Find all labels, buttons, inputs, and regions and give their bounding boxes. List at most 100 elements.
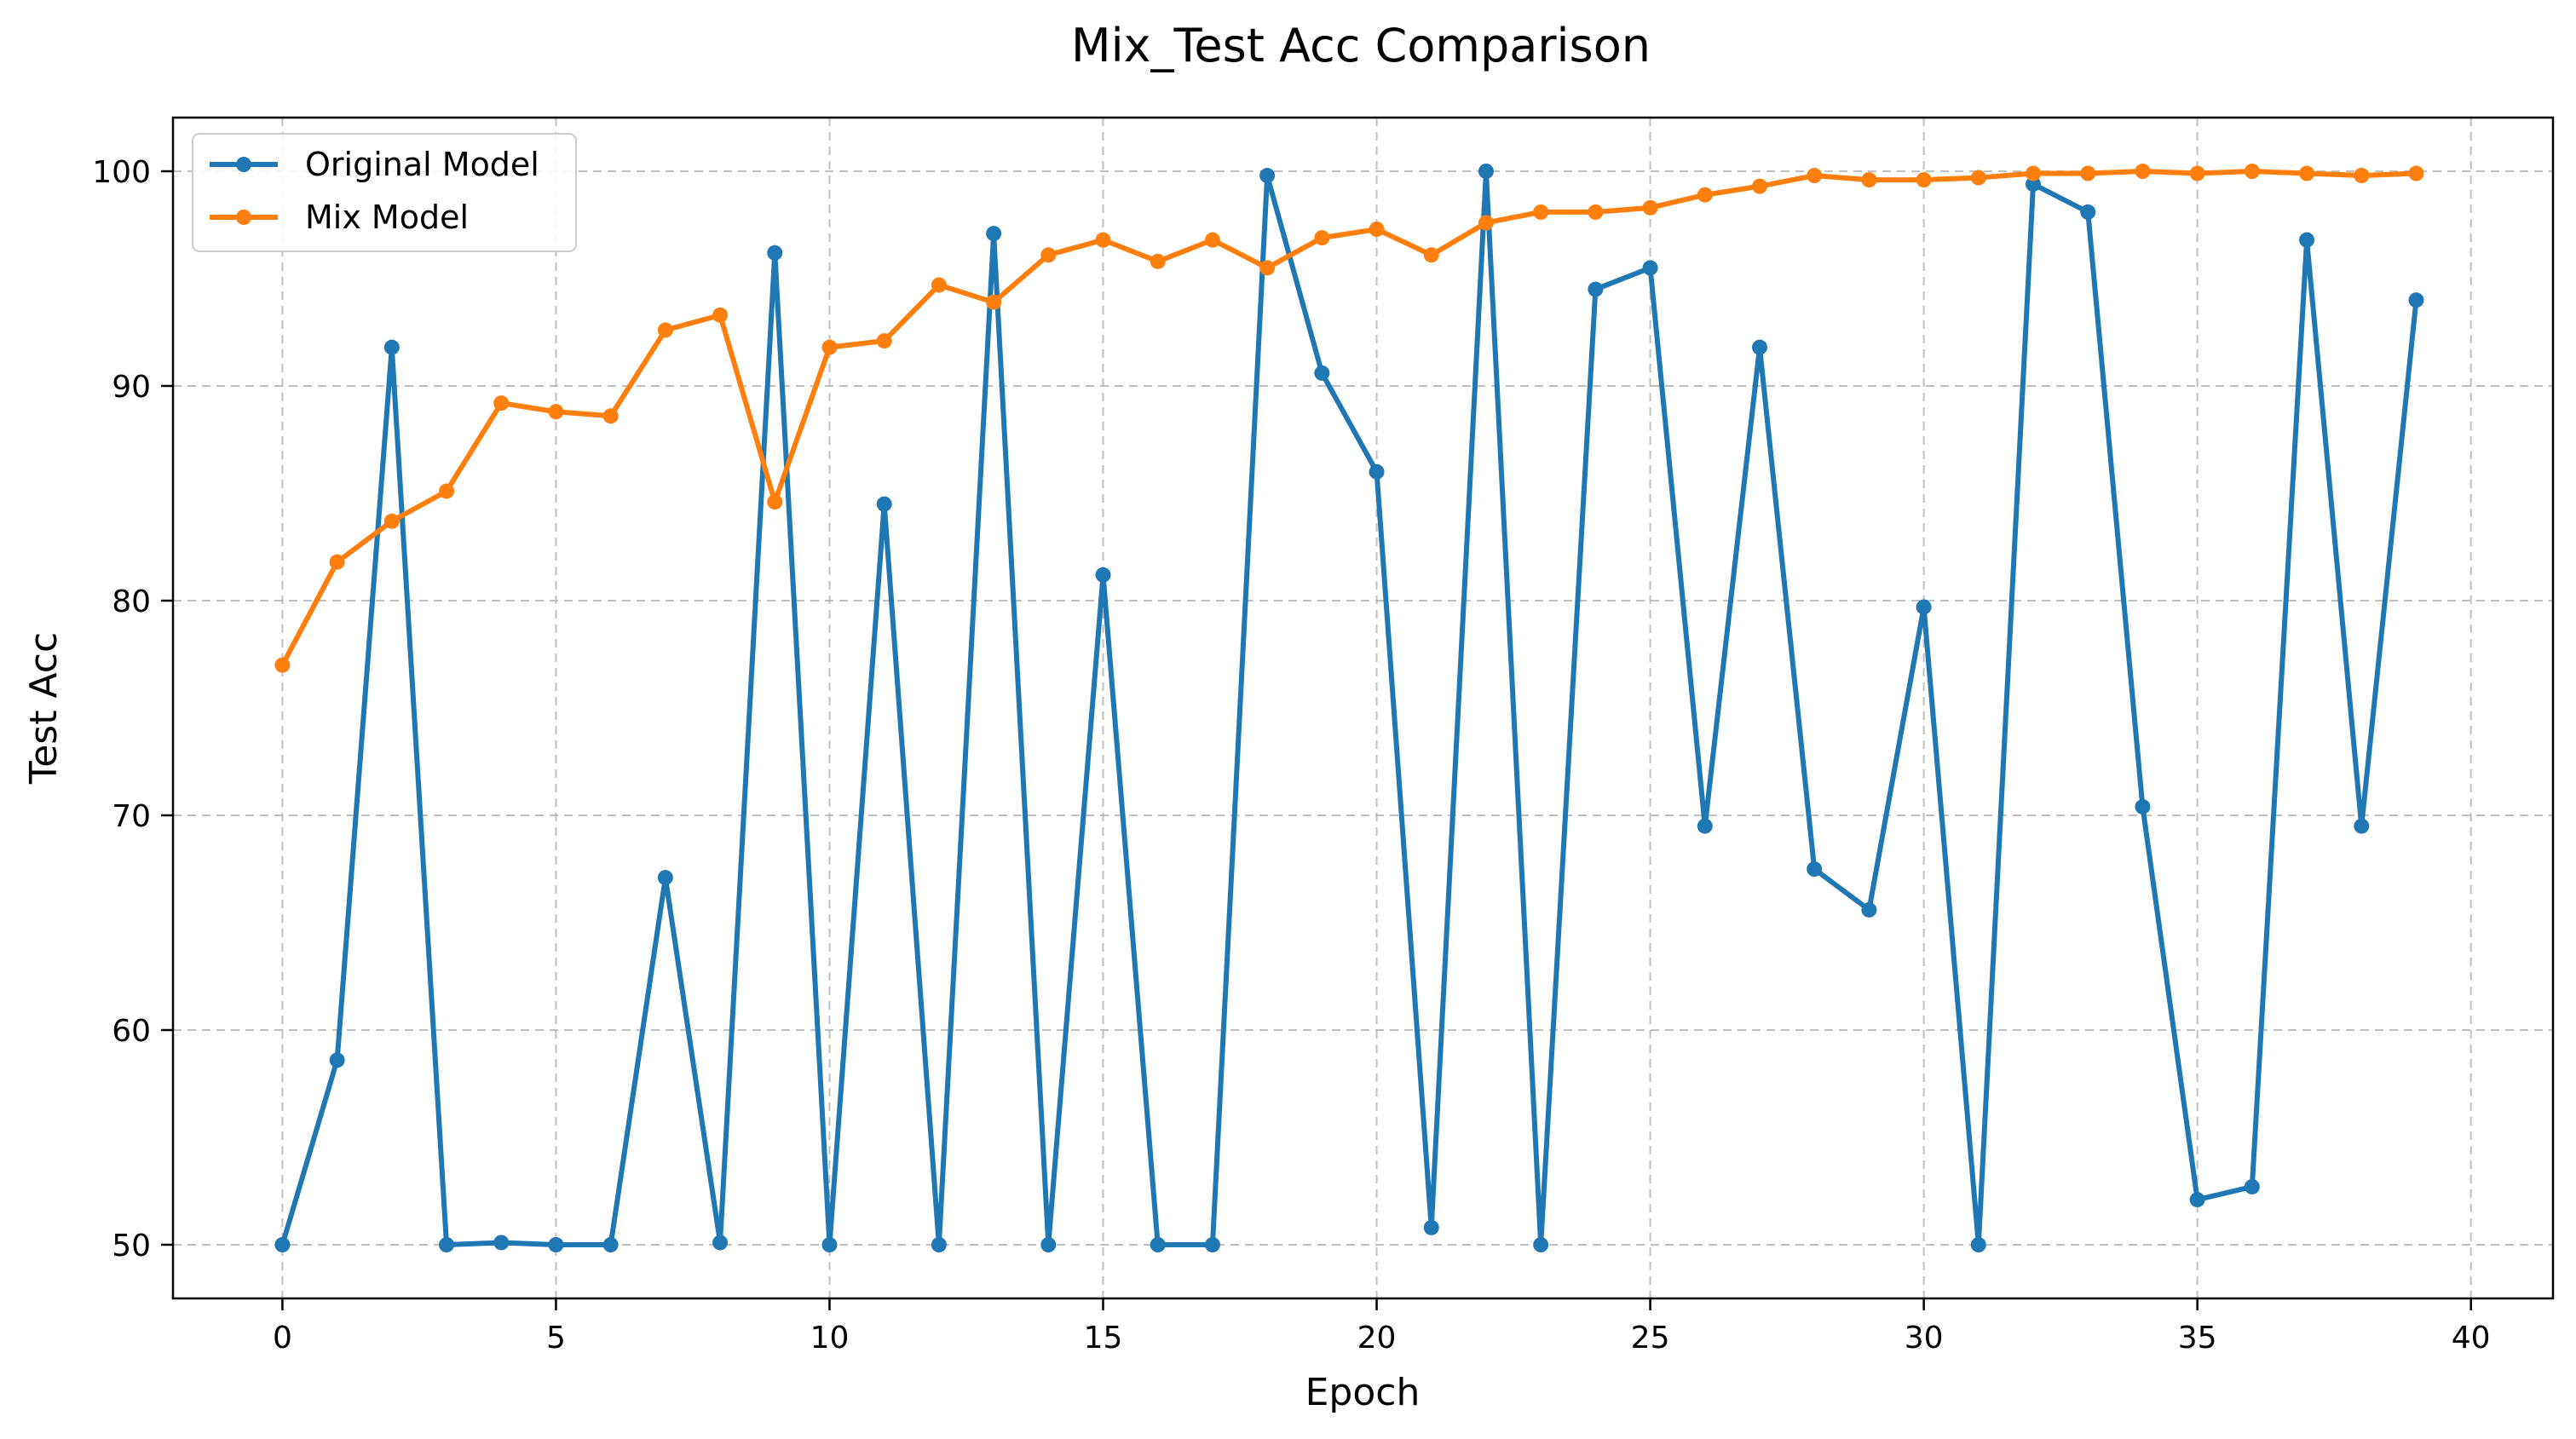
data-point	[986, 226, 1002, 242]
x-tick-label: 25	[1631, 1321, 1670, 1356]
legend-swatch-marker	[236, 210, 251, 225]
data-point	[383, 339, 400, 355]
data-point	[602, 408, 619, 424]
data-point	[329, 554, 345, 570]
data-point	[657, 322, 673, 338]
data-point	[767, 245, 783, 261]
x-tick-label: 15	[1084, 1321, 1123, 1356]
data-point	[548, 404, 564, 420]
legend-box	[192, 133, 577, 252]
legend-swatch-marker	[236, 157, 251, 172]
data-point	[274, 1237, 291, 1252]
data-point	[1697, 818, 1713, 834]
data-point	[986, 294, 1002, 310]
data-point	[1259, 260, 1276, 276]
y-tick-label: 60	[112, 1014, 151, 1049]
data-point	[1478, 215, 1494, 231]
data-point	[931, 1237, 947, 1252]
data-point	[548, 1237, 564, 1252]
data-point	[657, 870, 673, 886]
data-point	[1040, 247, 1057, 263]
data-point	[1150, 1237, 1166, 1252]
data-point	[1533, 1237, 1549, 1252]
y-axis-label: Test Acc	[22, 632, 66, 785]
series-line	[279, 169, 2419, 668]
data-point	[1259, 168, 1276, 184]
data-point	[876, 333, 892, 349]
data-point	[1478, 164, 1494, 179]
data-point	[1752, 339, 1767, 355]
data-point	[1150, 253, 1166, 269]
data-point	[2135, 798, 2151, 814]
y-tick-label: 80	[112, 584, 151, 619]
data-point	[2135, 164, 2151, 179]
x-tick-label: 35	[2178, 1321, 2217, 1356]
data-point	[1807, 861, 1823, 877]
data-point	[1314, 365, 1330, 381]
data-point	[329, 1052, 345, 1068]
data-point	[1861, 172, 1877, 188]
data-point	[274, 657, 291, 673]
data-point	[1588, 281, 1604, 297]
data-point	[931, 277, 947, 293]
data-point	[602, 1237, 619, 1252]
data-point	[1697, 187, 1713, 203]
data-point	[439, 1237, 455, 1252]
data-point	[1970, 1237, 1986, 1252]
data-point	[2080, 204, 2096, 220]
data-point	[2408, 292, 2424, 308]
data-point	[1095, 567, 1111, 583]
data-point	[712, 307, 729, 323]
data-point	[1095, 232, 1111, 248]
data-point	[1533, 204, 1549, 220]
data-point	[1916, 599, 1932, 615]
data-point	[1314, 230, 1330, 246]
data-point	[493, 395, 510, 412]
data-point	[2189, 165, 2205, 181]
tick-layer: 0 5 10 15 20 25 30 35 40 50 60 70 80 90 100	[92, 155, 2490, 1356]
data-point	[2244, 164, 2260, 179]
series-0	[274, 164, 2424, 1252]
data-point	[712, 1235, 729, 1251]
data-point	[493, 1235, 510, 1251]
data-point	[767, 494, 783, 510]
data-point	[1423, 1219, 1439, 1235]
data-point	[1588, 204, 1604, 220]
data-point	[821, 1237, 838, 1252]
data-point	[2189, 1192, 2205, 1208]
data-point	[1752, 178, 1767, 194]
x-tick-label: 10	[810, 1321, 850, 1356]
data-point	[439, 483, 455, 499]
data-point	[2354, 818, 2370, 834]
y-tick-label: 50	[112, 1229, 151, 1263]
data-point	[2080, 165, 2096, 181]
x-tick-label: 30	[1905, 1321, 1944, 1356]
x-tick-label: 0	[273, 1321, 292, 1356]
legend-label: Original Model	[305, 146, 539, 183]
data-point	[2408, 165, 2424, 181]
data-point	[1423, 247, 1439, 263]
series-line	[279, 169, 2419, 1247]
data-point	[1642, 199, 1658, 216]
data-point	[1369, 222, 1385, 238]
legend: Original Model Mix Model	[192, 133, 577, 252]
y-tick-label: 100	[92, 155, 151, 190]
data-point	[821, 339, 838, 355]
plot-frame	[171, 116, 2555, 1300]
data-point	[383, 513, 400, 529]
data-point	[876, 496, 892, 512]
series-1	[274, 164, 2424, 673]
x-axis-label: Epoch	[1305, 1371, 1421, 1414]
series-layer	[274, 164, 2424, 1252]
y-tick-label: 70	[112, 799, 151, 834]
data-point	[2354, 168, 2370, 184]
data-point	[1807, 168, 1823, 184]
chart-title: Mix_Test Acc Comparison	[1071, 19, 1651, 72]
data-point	[1642, 260, 1658, 276]
legend-label: Mix Model	[305, 199, 469, 236]
data-point	[2299, 165, 2315, 181]
x-tick-label: 20	[1357, 1321, 1397, 1356]
data-point	[2299, 232, 2315, 248]
data-point	[1970, 170, 1986, 186]
